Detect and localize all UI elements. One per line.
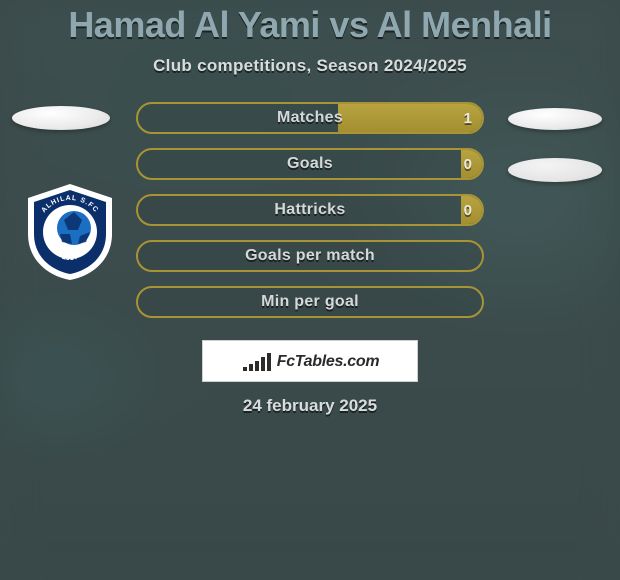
stat-label: Goals [138,155,482,173]
stat-label: Hattricks [138,201,482,219]
player-left-marker [12,106,110,130]
stat-row: Hattricks0 [136,194,484,226]
brand-box: FcTables.com [202,340,418,382]
svg-text:1957: 1957 [61,252,80,263]
brand-text: FcTables.com [277,353,380,371]
stat-row: Matches1 [136,102,484,134]
content: Hamad Al Yami vs Al Menhali Club competi… [0,0,620,580]
player-right-marker-1 [508,108,602,130]
bar-chart-icon [241,351,273,371]
player-right-marker-2 [508,158,602,182]
club-badge: ALHILAL S.FC 1957 [20,182,120,282]
footer-date: 24 february 2025 [243,396,377,416]
stat-value-right: 1 [454,104,482,132]
stat-value-right: 0 [454,196,482,224]
stat-label: Goals per match [138,247,482,265]
stat-row: Goals0 [136,148,484,180]
page-subtitle: Club competitions, Season 2024/2025 [153,56,467,76]
page-title: Hamad Al Yami vs Al Menhali [68,4,551,46]
stat-label: Min per goal [138,293,482,311]
stat-label: Matches [138,109,482,127]
stat-value-right: 0 [454,150,482,178]
stat-row: Goals per match [136,240,484,272]
stats-list: Matches1Goals0Hattricks0Goals per matchM… [136,102,484,318]
stat-row: Min per goal [136,286,484,318]
comparison-area: ALHILAL S.FC 1957 Matches1Goals0Hattrick… [0,102,620,318]
badge-text-bottom: 1957 [61,252,80,263]
